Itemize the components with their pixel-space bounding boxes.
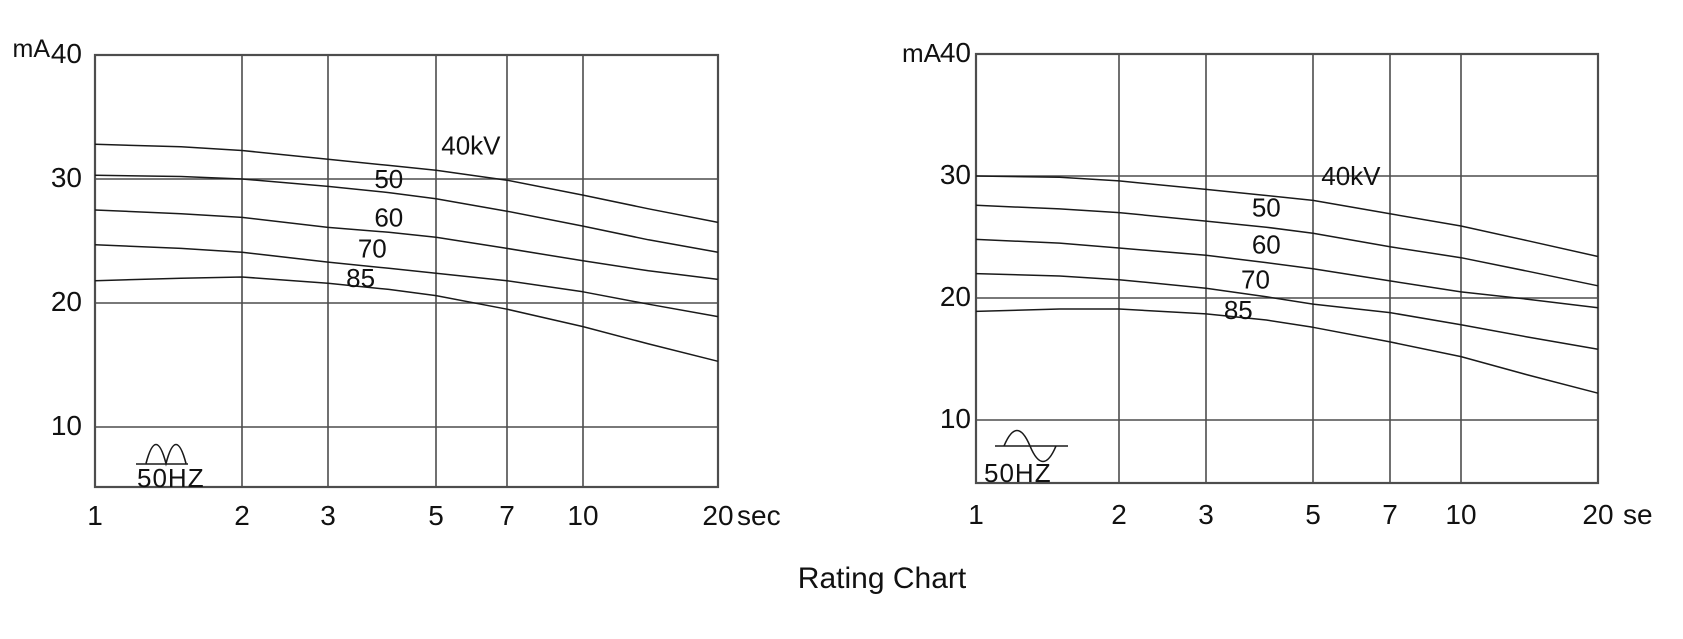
y-tick-label-40: 40: [51, 38, 82, 69]
curve-label-40kV: 40kV: [441, 131, 501, 161]
x-tick-label-1: 1: [968, 499, 984, 530]
curve-85: [94, 276, 719, 363]
frequency-label: 50HZ: [984, 458, 1052, 488]
curve-50: [975, 204, 1599, 287]
y-tick-label-30: 30: [51, 162, 82, 193]
y-axis-unit-label: mA: [13, 35, 51, 63]
x-axis-unit-label: sec: [737, 500, 781, 531]
waveform-trace: [145, 443, 187, 467]
curve-60: [975, 238, 1599, 309]
x-axis-unit-label: se: [1623, 499, 1653, 530]
x-tick-label-5: 5: [428, 500, 444, 531]
curve-label-50: 50: [374, 164, 403, 194]
waveform-icon-full-wave-rectified: [136, 443, 188, 467]
curve-label-60: 60: [1252, 229, 1281, 259]
waveform-trace: [1003, 429, 1057, 463]
curve-85: [975, 308, 1599, 394]
y-tick-label-20: 20: [940, 281, 971, 312]
x-tick-label-2: 2: [234, 500, 250, 531]
curve-50: [94, 174, 719, 253]
curve-label-85: 85: [346, 263, 375, 293]
x-tick-label-1: 1: [87, 500, 103, 531]
x-tick-label-3: 3: [320, 500, 336, 531]
curve-label-40kV: 40kV: [1321, 161, 1381, 191]
y-tick-label-30: 30: [940, 159, 971, 190]
x-tick-label-10: 10: [1445, 499, 1476, 530]
curve-60: [94, 209, 719, 281]
x-tick-label-2: 2: [1111, 499, 1127, 530]
y-axis-unit-label: mA: [902, 38, 942, 68]
curve-label-70: 70: [1241, 265, 1270, 295]
x-tick-label-20: 20: [1582, 499, 1613, 530]
frequency-label: 50HZ: [137, 463, 205, 493]
x-tick-label-5: 5: [1305, 499, 1321, 530]
y-tick-label-40: 40: [940, 37, 971, 68]
curve-40kV: [94, 143, 719, 224]
x-tick-label-7: 7: [499, 500, 515, 531]
y-tick-label-20: 20: [51, 286, 82, 317]
x-tick-label-10: 10: [567, 500, 598, 531]
x-tick-label-3: 3: [1198, 499, 1214, 530]
y-tick-label-10: 10: [940, 403, 971, 434]
curve-70: [975, 272, 1599, 350]
curve-label-85: 85: [1224, 295, 1253, 325]
y-tick-label-10: 10: [51, 410, 82, 441]
curve-label-70: 70: [358, 233, 387, 263]
plot-border: [974, 52, 1600, 485]
curve-70: [94, 243, 719, 318]
x-tick-label-20: 20: [702, 500, 733, 531]
curve-label-50: 50: [1252, 193, 1281, 223]
waveform-icon-sine: [995, 429, 1068, 463]
x-tick-label-7: 7: [1382, 499, 1398, 530]
figure-title: Rating Chart: [797, 562, 967, 595]
curve-label-60: 60: [374, 202, 403, 232]
plot-border: [93, 53, 720, 489]
curve-40kV: [975, 175, 1599, 258]
